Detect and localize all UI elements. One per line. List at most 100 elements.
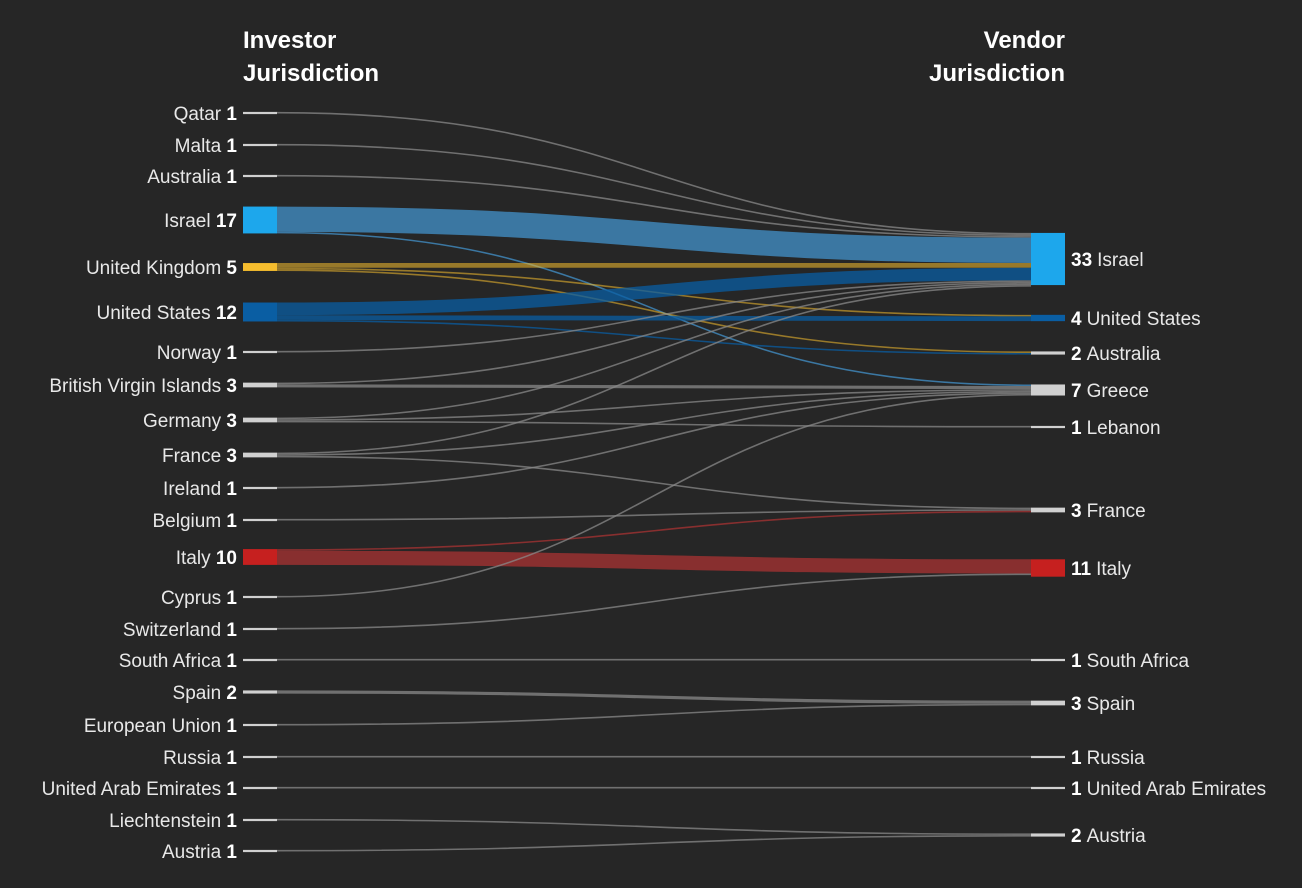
- investor-node-uk[interactable]: [243, 263, 277, 271]
- vendor-node-russia[interactable]: [1031, 755, 1065, 759]
- vendor-count: 11: [1071, 559, 1092, 580]
- investor-label-text: British Virgin Islands: [49, 376, 226, 397]
- investor-node-austria[interactable]: [243, 849, 277, 853]
- investor-count: 1: [226, 620, 237, 641]
- investor-count: 1: [226, 842, 237, 863]
- link-israel-to-israel: [276, 206, 1032, 263]
- vendor-label-us: 4 United States: [1071, 309, 1201, 330]
- investor-node-norway[interactable]: [243, 350, 277, 354]
- vendor-count: 7: [1071, 381, 1082, 402]
- investor-label-text: Israel: [164, 211, 216, 232]
- investor-count: 1: [226, 779, 237, 800]
- investor-count: 1: [226, 716, 237, 737]
- vendor-count: 33: [1071, 250, 1092, 271]
- investor-node-qatar[interactable]: [243, 111, 277, 115]
- investor-count: 5: [226, 258, 237, 279]
- investor-count: 17: [216, 211, 237, 232]
- vendor-node-south_africa[interactable]: [1031, 658, 1065, 662]
- investor-label-us: United States 12: [97, 303, 237, 324]
- investor-node-switzerland[interactable]: [243, 627, 277, 631]
- investor-label-uk: United Kingdom 5: [86, 258, 237, 279]
- investor-count: 1: [226, 479, 237, 500]
- investor-node-cyprus[interactable]: [243, 595, 277, 599]
- link-cyprus-to-greece: [276, 393, 1032, 598]
- investor-node-spain[interactable]: [243, 690, 277, 694]
- investor-label-belgium: Belgium 1: [153, 511, 238, 532]
- investor-count: 1: [226, 811, 237, 832]
- investor-node-france[interactable]: [243, 452, 277, 458]
- vendor-node-greece[interactable]: [1031, 384, 1065, 396]
- investor-node-malta[interactable]: [243, 143, 277, 147]
- vendor-node-israel[interactable]: [1031, 232, 1065, 286]
- link-france-to-france: [276, 455, 1032, 510]
- investor-count: 12: [216, 303, 237, 324]
- investor-label-text: Germany: [143, 411, 226, 432]
- vendor-count: 3: [1071, 501, 1082, 522]
- vendor-label-austria: 2 Austria: [1071, 826, 1146, 847]
- link-ireland-to-greece: [276, 392, 1032, 489]
- investor-count: 1: [226, 748, 237, 769]
- vendor-node-lebanon[interactable]: [1031, 425, 1065, 429]
- vendor-node-austria[interactable]: [1031, 833, 1065, 837]
- vendor-count: 1: [1071, 418, 1082, 439]
- vendor-label-text: South Africa: [1087, 651, 1190, 672]
- vendor-node-uae[interactable]: [1031, 786, 1065, 790]
- investor-label-australia: Australia 1: [147, 167, 237, 188]
- investor-header-line2: Jurisdiction: [243, 60, 379, 87]
- investor-node-eu[interactable]: [243, 723, 277, 727]
- vendor-label-france: 3 France: [1071, 501, 1146, 522]
- investor-node-liechtenstein[interactable]: [243, 818, 277, 822]
- investor-node-ireland[interactable]: [243, 486, 277, 490]
- link-spain-to-spain: [276, 690, 1032, 704]
- investor-node-us[interactable]: [243, 302, 277, 322]
- investor-label-uae: United Arab Emirates 1: [42, 779, 238, 800]
- investor-node-uae[interactable]: [243, 786, 277, 790]
- investor-count: 1: [226, 104, 237, 125]
- investor-node-germany[interactable]: [243, 417, 277, 423]
- vendor-label-text: United Arab Emirates: [1087, 779, 1267, 800]
- vendor-header-line2: Jurisdiction: [929, 60, 1065, 87]
- vendor-label-south_africa: 1 South Africa: [1071, 651, 1189, 672]
- investor-node-italy[interactable]: [243, 549, 277, 565]
- investor-label-text: Switzerland: [123, 620, 227, 641]
- link-australia-to-israel: [276, 174, 1032, 238]
- investor-count: 10: [216, 548, 237, 569]
- investor-label-germany: Germany 3: [143, 411, 237, 432]
- investor-label-italy: Italy 10: [176, 548, 237, 569]
- vendor-node-australia[interactable]: [1031, 351, 1065, 355]
- investor-label-cyprus: Cyprus 1: [161, 588, 237, 609]
- investor-label-malta: Malta 1: [175, 136, 238, 157]
- investor-label-norway: Norway 1: [157, 343, 238, 364]
- link-switzerland-to-italy: [276, 573, 1032, 630]
- investor-label-text: Italy: [176, 548, 216, 569]
- investor-label-text: Spain: [173, 683, 227, 704]
- vendor-node-spain[interactable]: [1031, 700, 1065, 706]
- investor-node-south_africa[interactable]: [243, 658, 277, 662]
- vendor-node-italy[interactable]: [1031, 559, 1065, 577]
- vendor-count: 2: [1071, 826, 1082, 847]
- investor-label-text: Malta: [175, 136, 227, 157]
- link-austria-to-austria: [276, 835, 1032, 852]
- investor-node-israel[interactable]: [243, 206, 277, 234]
- investor-label-text: Qatar: [174, 104, 227, 125]
- investor-count: 3: [226, 376, 237, 397]
- investor-label-text: South Africa: [119, 651, 227, 672]
- vendor-node-france[interactable]: [1031, 507, 1065, 513]
- investor-label-text: Cyprus: [161, 588, 226, 609]
- vendor-count: 1: [1071, 779, 1082, 800]
- investor-node-australia[interactable]: [243, 174, 277, 178]
- investor-count: 1: [226, 588, 237, 609]
- vendor-node-us[interactable]: [1031, 314, 1065, 322]
- investor-node-russia[interactable]: [243, 755, 277, 759]
- investor-label-text: Ireland: [163, 479, 226, 500]
- investor-node-belgium[interactable]: [243, 518, 277, 522]
- investor-label-switzerland: Switzerland 1: [123, 620, 238, 641]
- investor-label-text: United States: [97, 303, 216, 324]
- investor-count: 2: [226, 683, 237, 704]
- vendor-label-uae: 1 United Arab Emirates: [1071, 779, 1266, 800]
- investor-node-bvi[interactable]: [243, 382, 277, 388]
- investor-header-line1: Investor: [243, 27, 336, 54]
- link-germany-to-lebanon: [276, 420, 1032, 428]
- link-liechtenstein-to-austria: [276, 818, 1032, 835]
